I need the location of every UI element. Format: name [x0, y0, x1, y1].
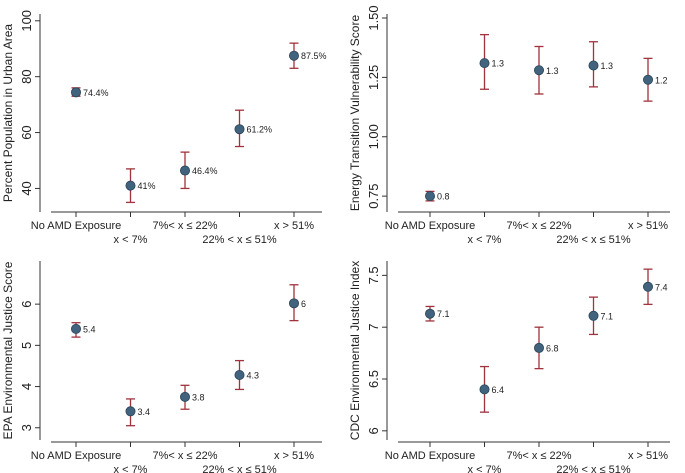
data-point [479, 384, 490, 395]
data-label: 7.1 [601, 311, 614, 321]
y-tick-label: 100 [19, 10, 34, 32]
data-point [643, 281, 654, 292]
x-tick-label: 22% < x ≤ 51% [202, 234, 276, 246]
x-tick-label: x > 51% [628, 220, 668, 232]
chart-panel-2: 0.75 1.00 1.25 1.50 Energy Transition Vulner… [348, 5, 670, 246]
data-label: 1.3 [601, 61, 614, 71]
data-label: 7.1 [437, 309, 450, 319]
data-point [71, 323, 82, 334]
x-tick-label: No AMD Exposure [31, 220, 121, 232]
data-point [234, 370, 245, 381]
data-label: 87.5% [301, 51, 327, 61]
x-tick-label: x < 7% [114, 464, 148, 473]
data-label: 0.8 [437, 192, 450, 202]
data-label: 1.3 [546, 66, 559, 76]
y-tick-label: 6.5 [366, 370, 381, 388]
y-tick-label: 6 [19, 301, 34, 308]
data-point [125, 180, 136, 191]
x-tick-label: x > 51% [274, 450, 314, 462]
data-label: 1.2 [655, 75, 668, 85]
data-label: 6.4 [492, 385, 505, 395]
x-tick-label: 7%< x ≤ 22% [506, 450, 571, 462]
x-tick-label: x < 7% [468, 234, 502, 246]
y-tick-label: 6 [366, 427, 381, 434]
data-point [643, 74, 654, 85]
y-tick-label: 40 [19, 181, 34, 195]
y-tick-label: 0.75 [366, 183, 381, 208]
data-label: 41% [138, 181, 156, 191]
data-point [534, 342, 545, 353]
data-label: 46.4% [192, 166, 218, 176]
data-point [288, 298, 299, 309]
x-tick-label: 22% < x ≤ 51% [556, 234, 630, 246]
y-tick-label: 7 [366, 324, 381, 331]
x-tick-label: No AMD Exposure [385, 450, 475, 462]
x-tick-label: 7%< x ≤ 22% [506, 220, 571, 232]
data-point [125, 406, 136, 417]
data-label: 3.4 [138, 407, 151, 417]
y-axis-title: Energy Transition Vulnerability Score [348, 15, 362, 212]
y-tick-label: 1.25 [366, 65, 381, 90]
data-label: 6 [301, 299, 306, 309]
y-tick-label: 3 [19, 424, 34, 431]
data-label: 74.4% [83, 88, 109, 98]
data-label: 6.8 [546, 343, 559, 353]
data-point [424, 191, 435, 202]
y-tick-label: 1.50 [366, 5, 381, 30]
x-tick-label: 22% < x ≤ 51% [202, 464, 276, 473]
x-tick-label: x > 51% [628, 450, 668, 462]
data-point [179, 391, 190, 402]
data-point [179, 165, 190, 176]
y-tick-label: 60 [19, 125, 34, 139]
data-label: 61.2% [247, 125, 273, 135]
y-tick-label: 1.00 [366, 124, 381, 149]
x-tick-label: x > 51% [274, 220, 314, 232]
y-axis-title: CDC Environmental Justice Index [348, 261, 362, 440]
y-tick-label: 4 [19, 383, 34, 390]
y-tick-label: 5 [19, 342, 34, 349]
y-axis-title: EPA Environmental Justice Score [1, 261, 15, 439]
x-tick-label: x < 7% [114, 234, 148, 246]
data-point [424, 308, 435, 319]
chart-panel-3: 3 4 5 6 EPA Environmental Justice Score No AM… [1, 261, 322, 473]
data-label: 7.4 [655, 282, 668, 292]
chart-panel-1: 40 60 80 100 Percent Population in Urban Are… [1, 10, 327, 246]
data-label: 4.3 [247, 371, 260, 381]
x-tick-label: 22% < x ≤ 51% [556, 464, 630, 473]
x-tick-label: 7%< x ≤ 22% [152, 220, 217, 232]
x-tick-label: No AMD Exposure [385, 220, 475, 232]
x-tick-label: 7%< x ≤ 22% [152, 450, 217, 462]
data-label: 5.4 [83, 324, 96, 334]
y-axis-title: Percent Population in Urban Area [1, 24, 15, 202]
data-label: 3.8 [192, 392, 205, 402]
x-tick-label: x < 7% [468, 464, 502, 473]
x-tick-label: No AMD Exposure [31, 450, 121, 462]
data-point [288, 50, 299, 61]
data-point [534, 65, 545, 76]
chart-panel-4: 6 6.5 7 7.5 CDC Environmental Justice Index N… [348, 261, 670, 473]
data-point [588, 60, 599, 71]
y-tick-label: 80 [19, 69, 34, 83]
data-label: 1.3 [492, 59, 505, 69]
data-point [234, 124, 245, 135]
y-tick-label: 7.5 [366, 266, 381, 284]
data-point [71, 87, 82, 98]
data-point [479, 58, 490, 69]
data-point [588, 310, 599, 321]
